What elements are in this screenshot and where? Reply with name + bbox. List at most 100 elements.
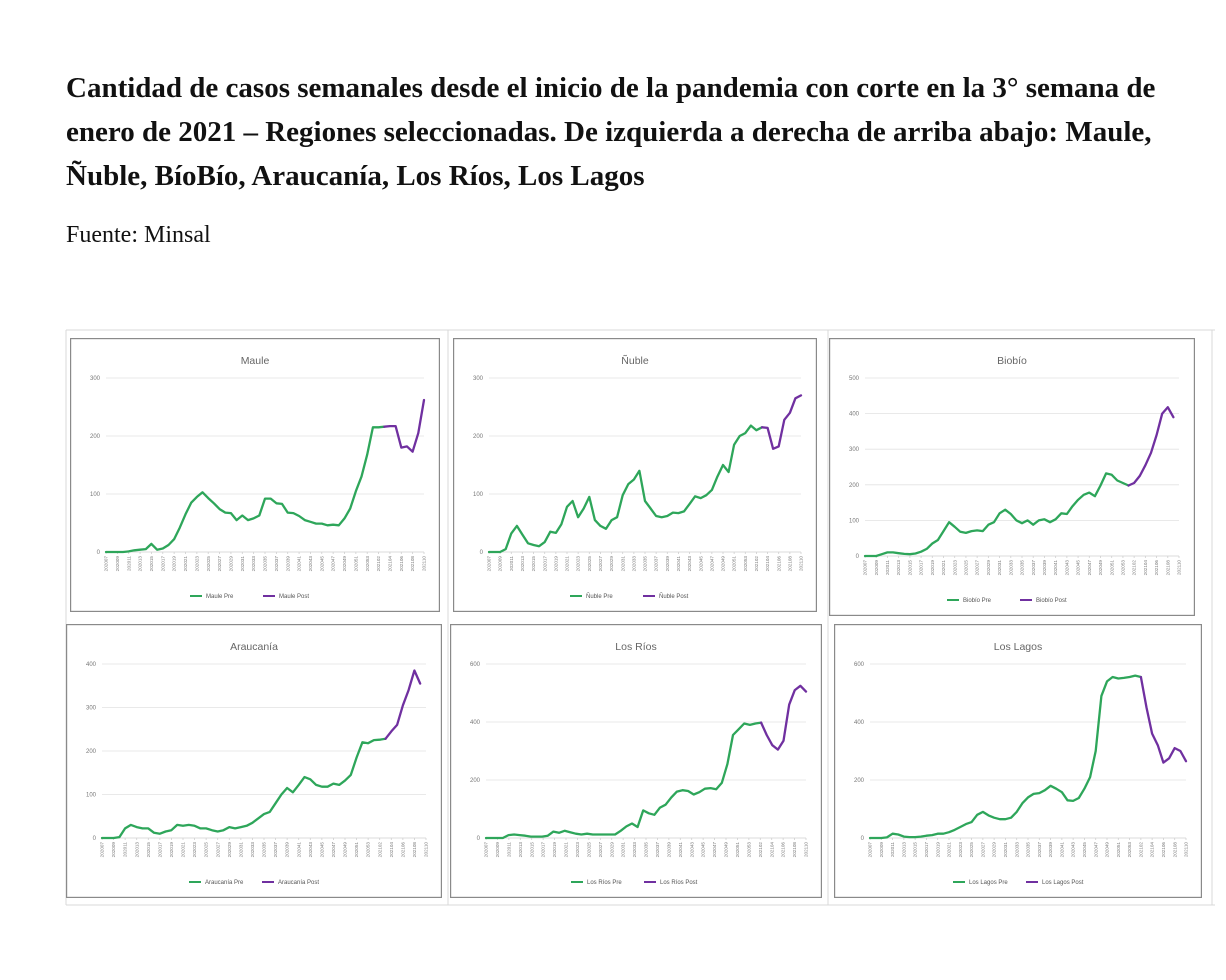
x-tick-label: 202031	[238, 842, 243, 858]
chart-los-rios: Los Ríos 0 200 400 600 202007 202009 202011 2020…	[450, 624, 822, 898]
x-tick-label: 202104	[765, 556, 770, 572]
x-tick-label: 202007	[487, 556, 492, 572]
x-tick-label: 202053	[1121, 560, 1126, 576]
series-line-post	[760, 394, 803, 450]
chart-title: Araucanía	[230, 641, 278, 653]
x-tick-label: 202108	[412, 842, 417, 858]
legend-label: Araucanía Post	[278, 880, 319, 886]
series-line-post	[759, 684, 808, 751]
x-tick-label: 202043	[1064, 560, 1069, 576]
x-tick-label: 202051	[735, 842, 740, 858]
x-tick-label: 202013	[134, 842, 139, 858]
x-tick-label: 202041	[676, 556, 681, 572]
chart-frame	[70, 338, 440, 612]
x-tick-label: 202053	[365, 556, 370, 572]
x-tick-label: 202027	[217, 556, 222, 572]
series-line-pre	[104, 425, 386, 554]
x-tick-label: 202037	[655, 842, 660, 858]
y-tick-label: 0	[477, 836, 481, 842]
x-tick-label: 202045	[319, 556, 324, 572]
legend-label: Ñuble Pre	[586, 593, 613, 600]
y-tick-label: 400	[86, 662, 97, 668]
x-tick-label: 202110	[424, 842, 429, 857]
legend-label: Maule Post	[279, 594, 309, 600]
x-tick-label: 202051	[1116, 842, 1121, 858]
x-tick-label: 202009	[879, 842, 884, 858]
x-tick-label: 202025	[586, 842, 591, 858]
chart-frame	[453, 338, 817, 612]
chart-title: Maule	[241, 355, 270, 367]
x-tick-label: 202104	[769, 842, 774, 858]
x-tick-label: 202007	[868, 842, 873, 858]
x-tick-label: 202011	[509, 556, 514, 571]
x-tick-label: 202039	[1042, 560, 1047, 576]
x-tick-label: 202039	[665, 556, 670, 572]
chart-los-lagos: Los Lagos 0 200 400 600 202007 202009 202011 202…	[834, 624, 1202, 898]
chart-title: Los Lagos	[994, 641, 1042, 653]
series-line-post	[1127, 406, 1175, 487]
y-tick-label: 300	[86, 706, 97, 712]
x-tick-label: 202029	[609, 842, 614, 858]
x-tick-label: 202037	[1037, 842, 1042, 858]
x-tick-label: 202013	[896, 560, 901, 576]
x-tick-label: 202053	[366, 842, 371, 858]
x-tick-label: 202017	[157, 842, 162, 858]
series-line-pre	[863, 472, 1130, 558]
x-tick-label: 202049	[342, 556, 347, 572]
x-tick-label: 202110	[1184, 842, 1189, 857]
x-tick-label: 202108	[787, 556, 792, 572]
x-tick-label: 202023	[576, 556, 581, 572]
x-tick-label: 202037	[654, 556, 659, 572]
x-tick-label: 202015	[149, 556, 154, 572]
x-tick-label: 202027	[598, 556, 603, 572]
x-tick-label: 202043	[308, 556, 313, 572]
x-tick-label: 202009	[498, 556, 503, 572]
x-tick-label: 202049	[721, 556, 726, 572]
x-tick-label: 202013	[138, 556, 143, 572]
y-tick-label: 100	[473, 492, 484, 498]
chart-nuble: Ñuble 0 100 200 300 202007 202009 202011 202013 2…	[453, 338, 817, 612]
x-tick-label: 202031	[620, 556, 625, 572]
x-tick-label: 202027	[975, 560, 980, 576]
legend-label: Biobío Pre	[963, 598, 992, 604]
x-tick-label: 202019	[169, 842, 174, 858]
y-tick-label: 400	[854, 720, 865, 726]
chart-maule: Maule 0 100 200 300 202007 202009 202011 202013 2…	[70, 338, 440, 612]
y-tick-label: 200	[473, 434, 484, 440]
x-tick-label: 202035	[644, 842, 649, 858]
x-tick-label: 202027	[215, 842, 220, 858]
x-tick-label: 202106	[776, 556, 781, 572]
x-tick-label: 202025	[969, 842, 974, 858]
x-tick-label: 202110	[422, 556, 427, 571]
x-tick-label: 202047	[712, 842, 717, 858]
y-tick-label: 200	[86, 749, 97, 755]
x-tick-label: 202011	[126, 556, 131, 571]
x-tick-label: 202033	[250, 842, 255, 858]
x-tick-label: 202104	[1150, 842, 1155, 858]
y-tick-label: 200	[849, 483, 860, 489]
series-line-pre	[100, 737, 387, 840]
legend-label: Los Lagos Pre	[969, 880, 1008, 886]
legend-label: Biobío Post	[1036, 598, 1067, 604]
x-tick-label: 202047	[1087, 560, 1092, 576]
x-tick-label: 202110	[804, 842, 809, 857]
x-tick-label: 202007	[484, 842, 489, 858]
x-tick-label: 202102	[1138, 842, 1143, 858]
x-tick-label: 202051	[353, 556, 358, 572]
legend-label: Araucanía Pre	[205, 880, 244, 886]
x-tick-label: 202027	[598, 842, 603, 858]
x-tick-label: 202015	[146, 842, 151, 858]
x-tick-label: 202031	[1003, 842, 1008, 858]
x-tick-label: 202043	[687, 556, 692, 572]
document-title: Cantidad de casos semanales desde el ini…	[66, 72, 1156, 192]
x-tick-label: 202021	[947, 842, 952, 858]
legend-label: Los Ríos Post	[660, 880, 698, 886]
y-tick-label: 600	[854, 662, 865, 668]
chart-biobio: Biobío 0 100 200 300 400 500 202007 202009 202011…	[829, 338, 1195, 616]
series-line-pre	[487, 424, 764, 554]
x-tick-label: 202031	[997, 560, 1002, 576]
x-tick-label: 202025	[204, 842, 209, 858]
y-tick-label: 0	[480, 550, 484, 556]
x-tick-label: 202039	[285, 842, 290, 858]
y-tick-label: 100	[90, 492, 101, 498]
